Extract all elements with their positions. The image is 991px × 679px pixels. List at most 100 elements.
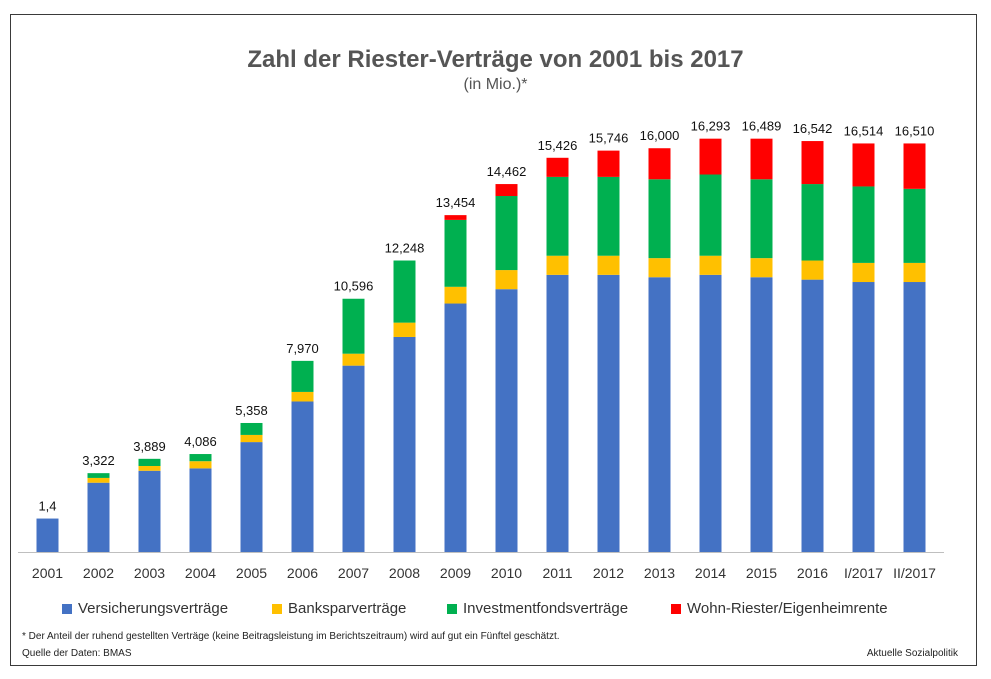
x-tick-label: 2012 xyxy=(593,565,624,581)
bar-segment xyxy=(87,482,110,552)
publisher: Aktuelle Sozialpolitik xyxy=(866,648,958,659)
x-tick-label: 2006 xyxy=(287,565,318,581)
bar-segment xyxy=(546,255,569,275)
bar-segment xyxy=(852,186,875,263)
total-value-label: 1,4 xyxy=(38,499,56,514)
total-value-label: 13,454 xyxy=(436,195,476,210)
bar-segment xyxy=(699,174,722,256)
total-value-label: 16,542 xyxy=(793,121,833,136)
bar-segment xyxy=(240,422,263,435)
total-value-label: 16,510 xyxy=(895,123,935,138)
total-value-label: 3,889 xyxy=(133,439,166,454)
total-value-label: 14,462 xyxy=(487,164,527,179)
x-tick-label: 2010 xyxy=(491,565,522,581)
x-tick-label: 2011 xyxy=(542,565,572,581)
bar-segment xyxy=(648,277,671,552)
bar-segment xyxy=(189,461,212,469)
x-tick-label: 2007 xyxy=(338,565,369,581)
total-value-label: 16,514 xyxy=(844,123,884,138)
chart-subtitle: (in Mio.)* xyxy=(463,76,528,93)
legend-item: Banksparverträge xyxy=(272,600,406,617)
total-value-label: 10,596 xyxy=(334,279,374,294)
bar-segment xyxy=(546,274,569,552)
bar-segment xyxy=(903,282,926,552)
bar-segment xyxy=(597,274,620,552)
bar-segment xyxy=(546,157,569,177)
legend-swatch xyxy=(671,603,681,614)
bar-segment xyxy=(138,465,161,471)
bar-segment xyxy=(444,303,467,552)
bar-segment xyxy=(699,138,722,175)
chart-frame xyxy=(10,14,977,666)
bar-segment xyxy=(291,401,314,552)
total-value-label: 16,489 xyxy=(742,119,782,134)
bar-segment xyxy=(393,336,416,552)
bar-segment xyxy=(801,260,824,280)
bar-segment xyxy=(444,219,467,287)
bar-segment xyxy=(342,298,365,354)
bar-segment xyxy=(597,150,620,177)
bar-segment xyxy=(87,473,110,478)
x-tick-label: 2014 xyxy=(695,565,726,581)
footnote: * Der Anteil der ruhend gestellten Vertr… xyxy=(22,631,560,642)
bar-segment xyxy=(393,260,416,323)
bar-segment xyxy=(87,477,110,483)
legend-item: Investmentfondsverträge xyxy=(447,600,628,617)
bar-segment xyxy=(903,143,926,189)
bar-segment xyxy=(138,458,161,466)
legend-item: Versicherungsverträge xyxy=(62,600,228,617)
bar-segment xyxy=(546,176,569,256)
bar-segment xyxy=(801,141,824,185)
bar-segment xyxy=(189,454,212,462)
bar-segment xyxy=(597,255,620,275)
bar-segment xyxy=(699,274,722,552)
legend-item: Wohn-Riester/Eigenheimrente xyxy=(671,600,888,617)
bar-segment xyxy=(342,353,365,366)
data-source: Quelle der Daten: BMAS xyxy=(22,648,132,659)
chart-title: Zahl der Riester-Verträge von 2001 bis 2… xyxy=(247,46,744,73)
total-value-label: 12,248 xyxy=(385,241,425,256)
bar-segment xyxy=(240,442,263,552)
bar-segment xyxy=(240,434,263,443)
total-value-label: 3,322 xyxy=(82,453,115,468)
x-tick-label: II/2017 xyxy=(893,565,936,581)
bar-segment xyxy=(852,282,875,552)
legend-swatch xyxy=(272,603,282,614)
legend-label: Wohn-Riester/Eigenheimrente xyxy=(687,600,888,617)
bar-segment xyxy=(291,391,314,402)
total-value-label: 16,000 xyxy=(640,128,680,143)
bar-segment xyxy=(444,286,467,304)
bar-segment xyxy=(801,279,824,552)
total-value-label: 15,746 xyxy=(589,131,629,146)
x-tick-label: 2002 xyxy=(83,565,114,581)
total-value-label: 5,358 xyxy=(235,403,268,418)
bar-segment xyxy=(189,468,212,552)
bar-segment xyxy=(852,262,875,283)
bar-segment xyxy=(750,138,773,180)
bar-segment xyxy=(648,179,671,259)
legend-swatch xyxy=(447,603,457,614)
total-value-label: 15,426 xyxy=(538,138,578,153)
bar-segment xyxy=(495,196,518,271)
x-tick-label: 2004 xyxy=(185,565,216,581)
total-value-label: 4,086 xyxy=(184,434,217,449)
bar-segment xyxy=(597,176,620,256)
bar-segment xyxy=(495,289,518,552)
x-tick-label: 2003 xyxy=(134,565,165,581)
x-tick-label: 2013 xyxy=(644,565,675,581)
bar-segment xyxy=(36,518,59,552)
legend-label: Investmentfondsverträge xyxy=(463,600,629,617)
bar-segment xyxy=(342,365,365,552)
chart-legend: Versicherungsverträge Banksparverträge Inv… xyxy=(0,600,991,620)
legend-swatch xyxy=(62,603,72,614)
total-value-label: 16,293 xyxy=(691,119,731,134)
bar-segment xyxy=(903,188,926,263)
bar-segment xyxy=(291,360,314,392)
x-tick-label: I/2017 xyxy=(844,565,883,581)
bar-segment xyxy=(495,184,518,197)
x-tick-label: 2001 xyxy=(32,565,63,581)
legend-label: Banksparverträge xyxy=(288,600,407,617)
bar-segment xyxy=(648,258,671,278)
bar-segment xyxy=(648,148,671,180)
